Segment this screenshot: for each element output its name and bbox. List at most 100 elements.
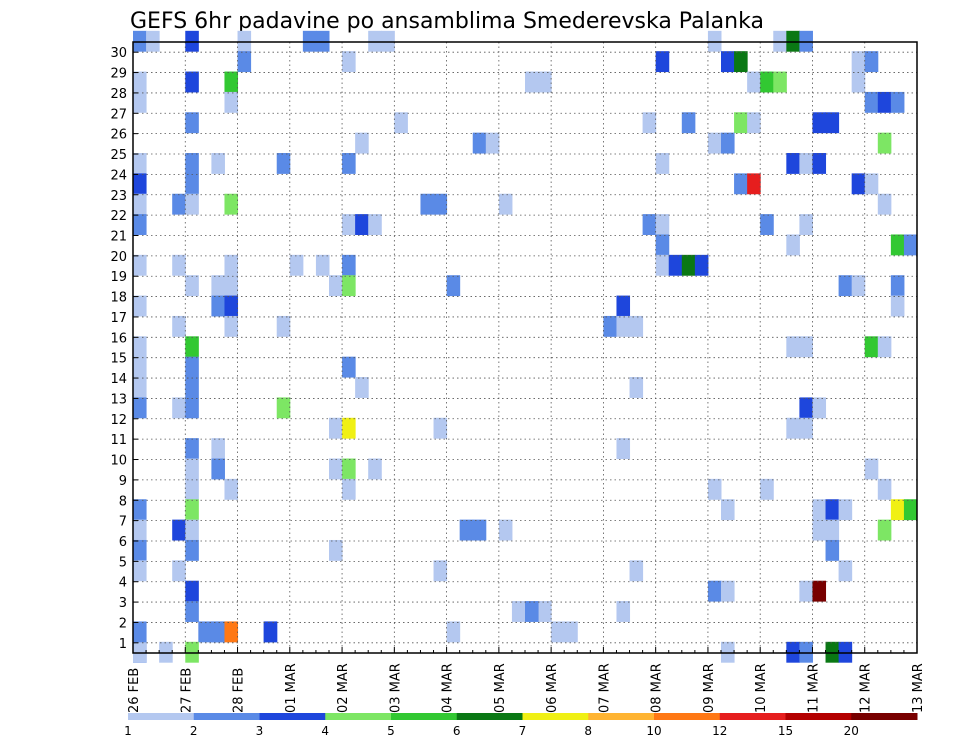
y-tick-label: 11 <box>110 433 127 448</box>
precip-cell <box>133 193 147 215</box>
precip-cell <box>890 295 905 317</box>
colorbar-segment <box>456 713 523 720</box>
precip-cell <box>472 519 487 541</box>
precip-cell <box>185 519 199 541</box>
precip-cell <box>642 214 657 235</box>
y-tick-label: 28 <box>110 87 127 102</box>
precip-cell <box>237 51 252 73</box>
precip-cell <box>799 580 813 602</box>
precip-cell <box>342 214 356 235</box>
precip-cell <box>211 153 225 174</box>
precip-cell <box>812 397 827 419</box>
colorbar-segment <box>522 713 589 720</box>
precip-cell <box>629 377 644 398</box>
precip-cell <box>747 71 761 93</box>
precip-cell <box>185 153 199 174</box>
precip-cell <box>799 336 813 358</box>
precip-cell <box>276 153 291 174</box>
precip-cell <box>721 499 735 521</box>
precip-cell <box>694 254 709 276</box>
precip-cell <box>603 315 617 337</box>
precip-cell <box>185 458 199 480</box>
precip-cell <box>812 112 827 134</box>
precip-cell <box>538 71 552 93</box>
y-tick-label: 22 <box>110 209 127 224</box>
precip-cell <box>342 478 356 500</box>
precip-cell <box>616 601 631 622</box>
y-tick-label: 13 <box>110 392 127 407</box>
colorbar-segment <box>719 713 786 720</box>
x-tick-label: 12 MAR <box>859 663 874 713</box>
precip-cell <box>185 71 199 93</box>
colorbar-label: 10 <box>646 724 661 738</box>
precip-cell <box>185 173 199 195</box>
precip-cell <box>185 275 199 297</box>
precip-cell <box>786 417 800 439</box>
precip-cell <box>133 336 147 358</box>
y-tick-label: 27 <box>110 107 127 122</box>
precip-cell <box>420 193 435 215</box>
x-tick-label: 07 MAR <box>597 663 612 713</box>
precip-cell <box>342 275 356 297</box>
precip-cell <box>747 173 761 195</box>
precip-cell <box>877 91 892 113</box>
x-tick-label: 02 MAR <box>336 663 351 713</box>
precip-cell <box>681 254 696 276</box>
precip-cell <box>433 193 448 215</box>
precip-cell <box>224 193 239 215</box>
colorbar-segment <box>193 713 260 720</box>
precip-cell <box>211 458 225 480</box>
precip-cell <box>446 621 461 643</box>
precip-cell <box>459 519 474 541</box>
precip-cell <box>276 397 291 419</box>
precip-cell <box>903 499 918 521</box>
precip-cell <box>786 153 800 174</box>
precip-cell <box>224 621 239 643</box>
precip-cell <box>224 315 239 337</box>
colorbar-segment <box>128 713 195 720</box>
precip-cell <box>825 519 840 541</box>
precip-cell <box>734 112 748 134</box>
precip-cell <box>172 519 186 541</box>
precip-cell <box>864 51 879 73</box>
y-tick-label: 7 <box>119 515 127 530</box>
y-tick-label: 20 <box>110 250 127 265</box>
chart-title: GEFS 6hr padavine po ansamblima Smederev… <box>130 9 764 34</box>
precip-cell <box>616 295 631 317</box>
precip-cell <box>890 234 905 256</box>
precip-cell <box>734 173 748 195</box>
x-tick-label: 05 MAR <box>493 663 508 713</box>
precip-cell <box>498 519 513 541</box>
precip-cell <box>329 539 343 561</box>
colorbar-label: 3 <box>256 724 264 738</box>
precip-cell <box>799 397 813 419</box>
precip-cell <box>551 621 565 643</box>
precip-cell <box>877 519 892 541</box>
precip-cell <box>707 478 722 500</box>
precip-cell <box>133 499 147 521</box>
y-tick-label: 6 <box>119 535 127 550</box>
precip-cell <box>133 71 147 93</box>
precip-cell <box>760 214 774 235</box>
precip-cell <box>342 254 356 276</box>
y-tick-label: 19 <box>110 270 127 285</box>
precip-cell <box>185 193 199 215</box>
x-tick-label: 27 FEB <box>179 668 194 713</box>
precip-cell <box>721 132 735 154</box>
y-tick-label: 29 <box>110 67 127 82</box>
precip-cell <box>133 295 147 317</box>
precip-cell <box>655 51 670 73</box>
precip-cell <box>707 580 722 602</box>
precip-cell <box>773 71 787 93</box>
precip-cell <box>224 275 239 297</box>
precip-cell <box>812 499 827 521</box>
precip-cell <box>525 71 539 93</box>
precip-cell <box>812 519 827 541</box>
colorbar-label: 8 <box>584 724 592 738</box>
colorbar-label: 4 <box>321 724 329 738</box>
precip-cell <box>525 601 539 622</box>
y-tick-label: 16 <box>110 331 127 346</box>
colorbar-segment <box>851 713 918 720</box>
y-tick-label: 18 <box>110 291 127 306</box>
precip-cell <box>825 112 840 134</box>
